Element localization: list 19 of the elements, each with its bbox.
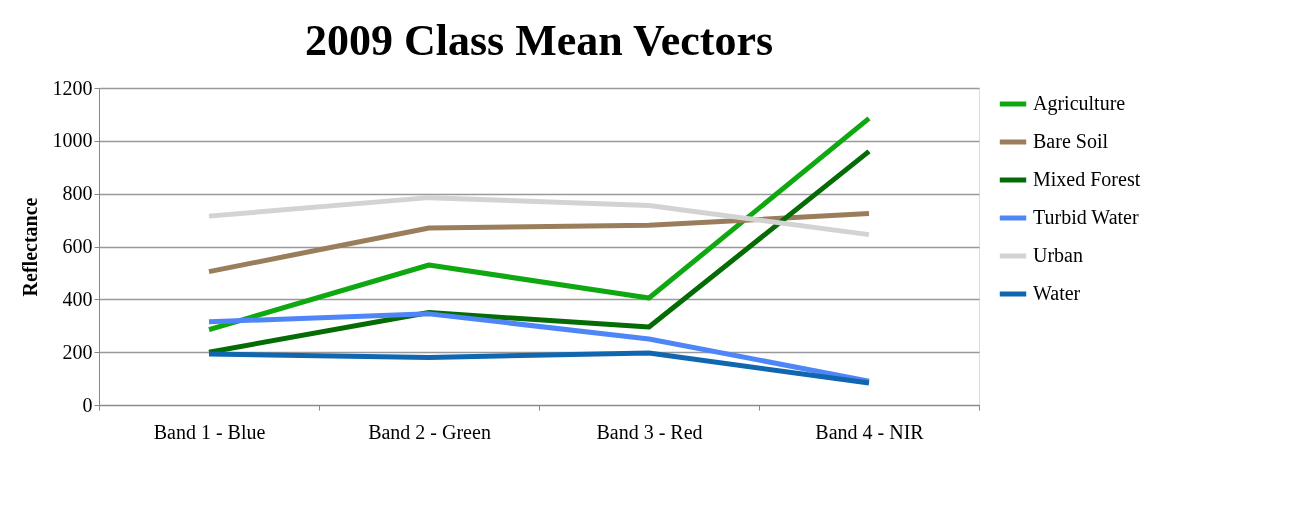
legend-label: Water <box>1033 282 1081 304</box>
x-tick-label: Band 4 - NIR <box>815 420 925 443</box>
legend-label: Urban <box>1033 244 1083 266</box>
y-tick-label: 0 <box>82 393 93 416</box>
chart-title: 2009 Class Mean Vectors <box>304 16 774 65</box>
x-tick-label: Band 1 - Blue <box>153 420 266 443</box>
y-tick-label: 1200 <box>52 76 93 99</box>
x-tick-label: Band 2 - Green <box>368 420 491 443</box>
y-axis-title: Reflectance <box>18 197 41 297</box>
legend-label: Mixed Forest <box>1033 168 1141 190</box>
x-tick-label: Band 3 - Red <box>596 420 703 443</box>
y-tick-label: 1000 <box>52 129 93 152</box>
legend-label: Turbid Water <box>1033 206 1139 228</box>
y-tick-label: 400 <box>62 287 93 310</box>
legend-label: Bare Soil <box>1033 130 1109 152</box>
y-tick-label: 600 <box>62 235 93 257</box>
y-tick-label: 800 <box>62 182 93 205</box>
y-tick-label: 200 <box>62 340 93 363</box>
legend-label: Agriculture <box>1033 92 1126 115</box>
